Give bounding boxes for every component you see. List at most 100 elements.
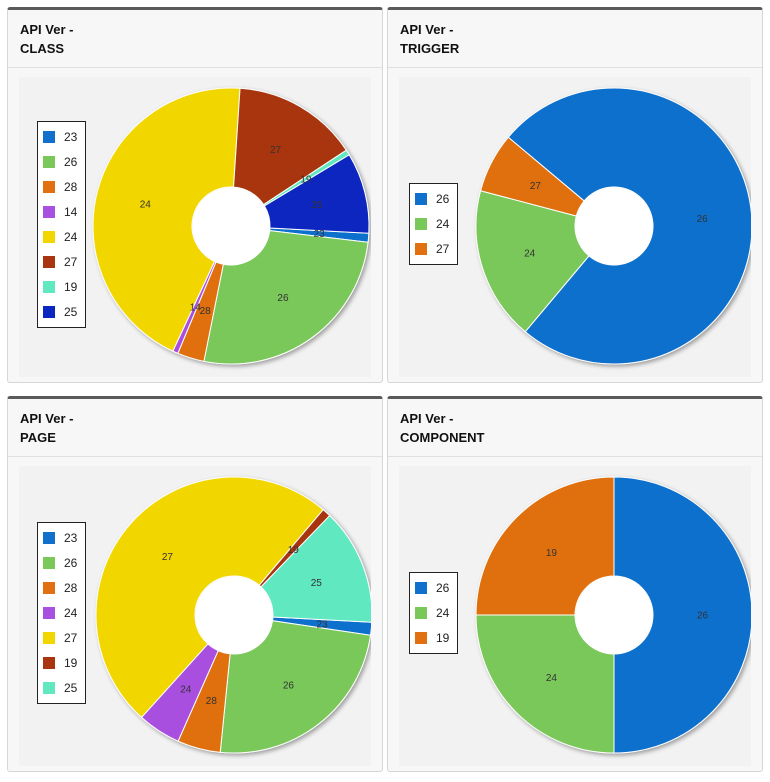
legend-label: 14: [64, 204, 78, 219]
slice-label: 27: [270, 145, 282, 156]
donut-slice[interactable]: [219, 620, 371, 754]
chart-card-class: API Ver - CLASS 23 26 28 14 24 27 19 25 23 26 28 1…: [7, 7, 383, 383]
legend-label: 24: [64, 229, 78, 244]
donut-slice[interactable]: [507, 87, 751, 365]
legend-item[interactable]: 23: [43, 525, 77, 550]
slice-label: 25: [311, 200, 323, 211]
slice-label: 27: [530, 181, 542, 192]
legend-item[interactable]: 14: [43, 199, 77, 224]
legend-item[interactable]: 27: [43, 625, 77, 650]
legend-item[interactable]: 19: [43, 274, 77, 299]
legend-label: 26: [64, 555, 78, 570]
legend-item[interactable]: 27: [43, 249, 77, 274]
donut-slice[interactable]: [92, 87, 241, 352]
slice-label: 19: [300, 174, 312, 185]
chart-area: 26 24 19 26 24 19: [399, 466, 751, 766]
legend-label: 19: [64, 279, 78, 294]
legend-swatch: [415, 581, 427, 594]
donut-slices: [475, 476, 751, 754]
legend-swatch: [43, 531, 55, 544]
legend-item[interactable]: 24: [43, 600, 77, 625]
legend-item[interactable]: 19: [415, 625, 449, 650]
donut-hole: [575, 576, 653, 654]
slice-label: 24: [524, 248, 536, 259]
slice-label: 19: [546, 548, 558, 559]
legend-label: 26: [436, 191, 450, 206]
slice-label: 26: [697, 214, 709, 225]
card-title: API Ver - TRIGGER: [400, 22, 460, 56]
slice-label: 14: [190, 302, 202, 313]
legend-item[interactable]: 27: [415, 236, 449, 261]
legend-item[interactable]: 24: [415, 211, 449, 236]
donut-slice[interactable]: [95, 476, 324, 719]
chart-card-page: API Ver - PAGE 23 26 28 24 27 19 25 23 26 28 24 27…: [7, 396, 383, 772]
legend-item[interactable]: 24: [43, 224, 77, 249]
donut-slice[interactable]: [203, 230, 369, 365]
donut-slice[interactable]: [475, 614, 615, 754]
legend-swatch: [43, 255, 55, 268]
legend-item[interactable]: 25: [43, 675, 77, 700]
slice-label: 26: [283, 680, 295, 691]
donut-slice[interactable]: [263, 154, 370, 234]
slice-label: 24: [140, 200, 152, 211]
legend-swatch: [43, 180, 55, 193]
legend-swatch: [415, 631, 427, 644]
donut-slice[interactable]: [475, 190, 590, 333]
slice-label: 25: [311, 578, 323, 589]
legend-swatch: [43, 556, 55, 569]
legend-label: 24: [64, 605, 78, 620]
donut-slice[interactable]: [233, 87, 348, 206]
chart-legend: 26 24 27: [409, 183, 459, 265]
legend-item[interactable]: 25: [43, 299, 77, 324]
legend-label: 24: [436, 216, 450, 231]
legend-item[interactable]: 19: [43, 650, 77, 675]
donut-slices: [475, 87, 751, 365]
legend-swatch: [43, 280, 55, 293]
legend-label: 25: [64, 304, 78, 319]
chart-card-component: API Ver - COMPONENT 26 24 19 26 24 19: [387, 396, 763, 772]
legend-item[interactable]: 24: [415, 600, 449, 625]
donut-slice[interactable]: [475, 476, 615, 616]
legend-swatch: [43, 606, 55, 619]
slice-label: 24: [546, 673, 558, 684]
legend-label: 27: [64, 254, 78, 269]
legend-item[interactable]: 26: [43, 149, 77, 174]
slice-label: 28: [206, 696, 218, 707]
legend-swatch: [43, 681, 55, 694]
legend-label: 23: [64, 129, 78, 144]
chart-area: 26 24 27 26 24 27: [399, 77, 751, 377]
legend-item[interactable]: 26: [415, 575, 449, 600]
donut-slice[interactable]: [479, 136, 585, 217]
legend-item[interactable]: 23: [43, 124, 77, 149]
donut-chart-trigger: 26 24 27: [475, 87, 751, 365]
legend-label: 28: [64, 179, 78, 194]
legend-label: 28: [64, 580, 78, 595]
donut-slice[interactable]: [260, 514, 371, 623]
legend-label: 26: [64, 154, 78, 169]
donut-hole: [192, 187, 270, 265]
legend-item[interactable]: 28: [43, 575, 77, 600]
chart-legend: 23 26 28 14 24 27 19 25: [37, 121, 87, 328]
legend-swatch: [43, 230, 55, 243]
legend-item[interactable]: 26: [43, 550, 77, 575]
donut-slices: [95, 476, 371, 754]
legend-swatch: [43, 205, 55, 218]
legend-item[interactable]: 26: [415, 186, 449, 211]
slice-label: 23: [314, 229, 326, 240]
chart-legend: 26 24 19: [409, 572, 459, 654]
legend-swatch: [43, 130, 55, 143]
legend-item[interactable]: 28: [43, 174, 77, 199]
legend-swatch: [43, 305, 55, 318]
donut-slices: [92, 87, 370, 365]
donut-slice[interactable]: [613, 476, 751, 754]
legend-label: 24: [436, 605, 450, 620]
chart-card-trigger: API Ver - TRIGGER 26 24 27 26 24 27: [387, 7, 763, 383]
donut-hole: [195, 576, 273, 654]
legend-label: 19: [64, 655, 78, 670]
card-header: API Ver - CLASS: [8, 10, 382, 68]
card-header: API Ver - COMPONENT: [388, 399, 762, 457]
slice-label: 26: [697, 611, 709, 622]
legend-swatch: [415, 606, 427, 619]
card-header: API Ver - PAGE: [8, 399, 382, 457]
